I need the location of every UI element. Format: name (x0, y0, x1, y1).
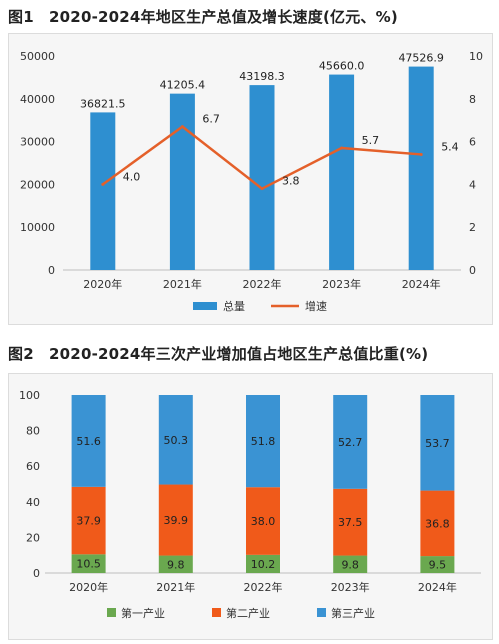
primary-industry-segment (158, 555, 193, 573)
x-tick-label: 2022年 (243, 277, 282, 291)
primary-industry-segment-value-label: 9.5 (429, 559, 447, 572)
secondary-industry-segment (420, 490, 455, 557)
y2-tick-label: 0 (469, 264, 476, 277)
primary-industry-segment-value-label: 10.5 (76, 558, 101, 571)
gdp-bar-value-label: 45660.0 (319, 60, 365, 73)
industry-share-chart: 0 20 40 60 80 100 10.5 37.9 51.6 2020年 9.8 39.9 50.3… (19, 389, 481, 620)
y2-tick-label: 10 (469, 50, 483, 63)
primary-industry-segment (333, 555, 368, 573)
figure2-title: 图2 2020-2024年三次产业增加值占地区生产总值比重(%) (8, 345, 429, 363)
secondary-industry-segment (71, 486, 106, 555)
y2-tick-label: 4 (469, 178, 476, 191)
y2-tick-label: 6 (469, 136, 476, 149)
x-tick-label: 2021年 (156, 580, 195, 594)
tertiary-industry-segment (71, 395, 106, 487)
legend-tertiary-industry-swatch (317, 608, 326, 617)
y-tick-label: 30000 (20, 136, 55, 149)
y-tick-label: 40000 (20, 93, 55, 106)
primary-industry-segment (246, 554, 280, 573)
secondary-industry-segment-value-label: 37.9 (76, 515, 101, 528)
gdp-bar-value-label: 43198.3 (239, 70, 285, 83)
y-tick-label: 20000 (20, 178, 55, 191)
gdp-chart-panel: 0 10000 20000 30000 40000 50000 0 2 4 6 8 10 36821.5… (8, 33, 493, 325)
growth-rate-value-label: 6.7 (202, 113, 220, 126)
primary-industry-segment-value-label: 9.8 (341, 558, 359, 571)
x-tick-label: 2023年 (331, 580, 370, 594)
tertiary-industry-segment-value-label: 50.3 (164, 434, 189, 447)
growth-rate-value-label: 4.0 (123, 170, 141, 183)
y-tick-label: 50000 (20, 50, 55, 63)
legend-tertiary-industry-label: 第三产业 (331, 606, 375, 620)
legend-secondary-industry-label: 第二产业 (226, 606, 270, 620)
x-tick-label: 2023年 (322, 277, 361, 291)
legend-swatch-total (193, 302, 217, 310)
x-tick-label: 2020年 (69, 580, 108, 594)
y-tick-label: 80 (26, 425, 40, 438)
y-tick-label: 40 (26, 496, 40, 509)
legend-label-total: 总量 (223, 299, 245, 313)
gdp-bar (169, 93, 195, 270)
growth-rate-point (419, 152, 423, 156)
y2-tick-label: 2 (469, 221, 476, 234)
secondary-industry-segment (158, 484, 193, 556)
secondary-industry-segment-value-label: 36.8 (425, 517, 450, 530)
growth-rate-point (101, 182, 105, 186)
tertiary-industry-segment-value-label: 52.7 (338, 436, 363, 449)
tertiary-industry-segment-value-label: 51.6 (76, 435, 101, 448)
primary-industry-segment (420, 556, 455, 573)
gdp-bar (249, 85, 275, 271)
primary-industry-segment (71, 554, 106, 573)
growth-rate-value-label: 5.4 (441, 140, 459, 153)
primary-industry-segment-value-label: 9.8 (167, 558, 185, 571)
tertiary-industry-segment (420, 395, 455, 491)
tertiary-industry-segment-value-label: 51.8 (251, 435, 276, 448)
primary-industry-segment-value-label: 10.2 (251, 558, 276, 571)
y-tick-label: 0 (33, 567, 40, 580)
gdp-chart: 0 10000 20000 30000 40000 50000 0 2 4 6 8 10 36821.5… (20, 50, 483, 313)
y-tick-label: 0 (48, 264, 55, 277)
x-tick-label: 2022年 (244, 580, 283, 594)
secondary-industry-segment-value-label: 37.5 (338, 516, 363, 529)
y-tick-label: 60 (26, 460, 40, 473)
growth-rate-point (260, 187, 264, 191)
y-tick-label: 20 (26, 531, 40, 544)
gdp-bar-value-label: 41205.4 (160, 79, 206, 92)
growth-rate-value-label: 3.8 (282, 175, 300, 188)
gdp-bar (90, 112, 116, 270)
growth-rate-point (340, 146, 344, 150)
y-tick-label: 10000 (20, 221, 55, 234)
figure1-title: 图1 2020-2024年地区生产总值及增长速度(亿元、%) (8, 8, 398, 26)
growth-rate-point (180, 125, 184, 129)
secondary-industry-segment (246, 487, 280, 555)
secondary-industry-segment-value-label: 39.9 (164, 514, 189, 527)
legend-label-growth: 增速 (305, 299, 327, 313)
secondary-industry-segment-value-label: 38.0 (251, 515, 276, 528)
gdp-bar-value-label: 47526.9 (398, 52, 444, 65)
x-tick-label: 2021年 (163, 277, 202, 291)
tertiary-industry-segment (246, 395, 280, 488)
gdp-bar (329, 74, 355, 270)
legend-secondary-industry-swatch (212, 608, 221, 617)
y2-tick-label: 8 (469, 93, 476, 106)
x-tick-label: 2024年 (402, 277, 441, 291)
legend-primary-industry-swatch (107, 608, 116, 617)
gdp-bar-value-label: 36821.5 (80, 97, 126, 110)
x-tick-label: 2020年 (83, 277, 122, 291)
legend-primary-industry-label: 第一产业 (121, 606, 165, 620)
tertiary-industry-segment (333, 395, 368, 489)
secondary-industry-segment (333, 488, 368, 556)
y-tick-label: 100 (19, 389, 40, 402)
tertiary-industry-segment (158, 395, 193, 485)
industry-share-chart-panel: 0 20 40 60 80 100 10.5 37.9 51.6 2020年 9.8 39.9 50.3… (8, 373, 493, 640)
x-tick-label: 2024年 (418, 580, 457, 594)
gdp-bar (408, 66, 434, 270)
tertiary-industry-segment-value-label: 53.7 (425, 437, 450, 450)
growth-rate-value-label: 5.7 (362, 134, 380, 147)
